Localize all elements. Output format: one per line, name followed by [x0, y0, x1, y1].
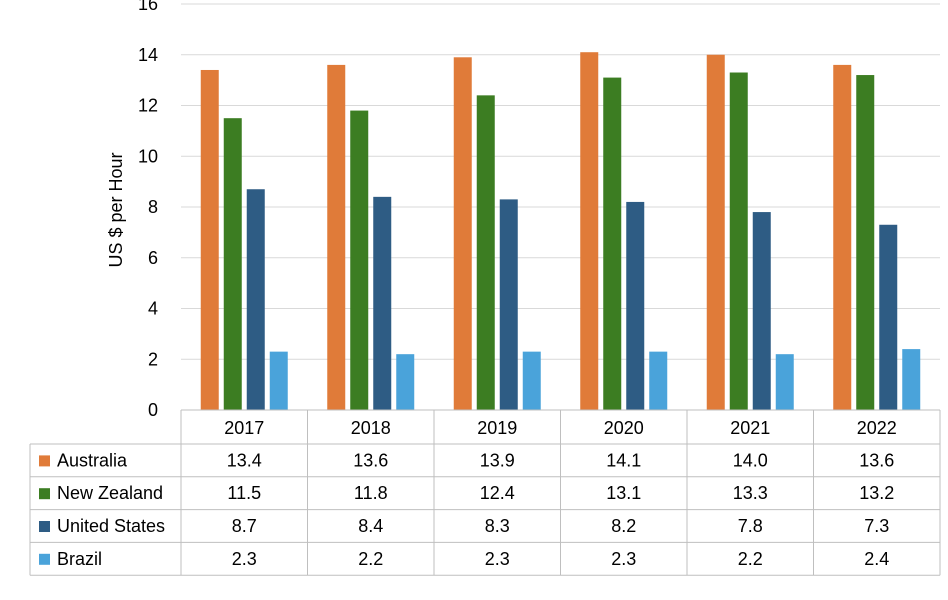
- bar-united-states-2019: [499, 199, 518, 410]
- legend-swatch: [39, 521, 50, 532]
- legend-swatch: [39, 488, 50, 500]
- bar-brazil-2018: [396, 354, 415, 410]
- table-cell-value: 2.2: [358, 549, 383, 569]
- table-cell-value: 13.6: [859, 450, 894, 470]
- bar-australia-2019: [453, 57, 472, 410]
- table-cell-value: 8.2: [611, 516, 636, 536]
- y-tick-label: 16: [138, 0, 158, 14]
- table-cell-value: 14.1: [606, 450, 641, 470]
- table-cell-value: 13.9: [480, 450, 515, 470]
- legend-swatch: [39, 553, 50, 565]
- table-cell-value: 8.3: [485, 516, 510, 536]
- y-tick-label: 12: [138, 96, 158, 116]
- table-cell-value: 2.3: [611, 549, 636, 569]
- table-cell-value: 13.4: [227, 450, 262, 470]
- table-cell-value: 7.8: [738, 516, 763, 536]
- series-label: Brazil: [57, 549, 102, 569]
- series-label: Australia: [57, 450, 128, 470]
- bar-new-zealand-2022: [856, 75, 875, 411]
- bar-united-states-2022: [879, 224, 898, 410]
- y-tick-label: 2: [148, 349, 158, 369]
- y-tick-label: 14: [138, 45, 158, 65]
- bar-australia-2020: [580, 52, 599, 411]
- table-cell-value: 11.8: [354, 483, 388, 503]
- bar-united-states-2020: [626, 201, 645, 410]
- table-cell-value: 12.4: [480, 483, 515, 503]
- y-axis-label: US $ per Hour: [106, 152, 126, 267]
- bar-brazil-2019: [522, 351, 541, 410]
- table-cell-value: 7.3: [864, 516, 889, 536]
- bar-australia-2018: [327, 64, 346, 411]
- gridlines: [181, 3, 940, 360]
- bar-brazil-2020: [649, 351, 668, 410]
- table-cell-value: 2.3: [485, 549, 510, 569]
- table-cell-value: 13.6: [353, 450, 388, 470]
- x-category-label: 2018: [351, 418, 391, 438]
- bar-new-zealand-2021: [729, 72, 748, 410]
- table-cell-value: 13.3: [733, 483, 768, 503]
- bar-united-states-2021: [752, 212, 771, 410]
- table-cell-value: 13.1: [606, 483, 641, 503]
- bar-united-states-2018: [373, 196, 392, 410]
- bars: [200, 52, 921, 411]
- y-tick-label: 8: [148, 197, 158, 217]
- bar-new-zealand-2019: [476, 95, 495, 410]
- table-cell-value: 2.3: [232, 549, 257, 569]
- bar-new-zealand-2020: [603, 77, 622, 411]
- table-cell-value: 11.5: [227, 483, 261, 503]
- bar-australia-2017: [200, 69, 219, 410]
- table-cell-value: 13.2: [859, 483, 894, 503]
- bar-brazil-2021: [775, 354, 794, 410]
- bar-australia-2021: [706, 54, 725, 410]
- y-tick-label: 4: [148, 299, 158, 319]
- y-tick-label: 0: [148, 400, 158, 420]
- x-category-label: 2017: [224, 418, 264, 438]
- bar-new-zealand-2018: [350, 110, 369, 410]
- table-cell-value: 14.0: [733, 450, 768, 470]
- table-cell-value: 2.4: [864, 549, 889, 569]
- x-category-label: 2020: [604, 418, 644, 438]
- table-cell-value: 2.2: [738, 549, 763, 569]
- x-category-label: 2021: [730, 418, 770, 438]
- series-label: New Zealand: [57, 483, 163, 503]
- table-cell-value: 8.4: [358, 516, 383, 536]
- y-axis-ticks: 0 2 4 6 8 10 12 14 16: [138, 0, 158, 420]
- y-tick-label: 10: [138, 146, 158, 166]
- bar-new-zealand-2017: [223, 118, 242, 410]
- legend-swatch: [39, 455, 50, 467]
- y-tick-label: 6: [148, 248, 158, 268]
- data-table: 2017 2018 2019 2020 2021 2022 Australia 13.4 13.…: [29, 409, 941, 576]
- bar-brazil-2017: [269, 351, 288, 410]
- table-cell-value: 8.7: [232, 516, 257, 536]
- bar-australia-2022: [833, 64, 852, 411]
- bar-brazil-2022: [902, 349, 921, 410]
- series-label: United States: [57, 516, 165, 536]
- x-category-label: 2019: [477, 418, 517, 438]
- x-category-label: 2022: [857, 418, 897, 438]
- bar-united-states-2017: [246, 189, 265, 410]
